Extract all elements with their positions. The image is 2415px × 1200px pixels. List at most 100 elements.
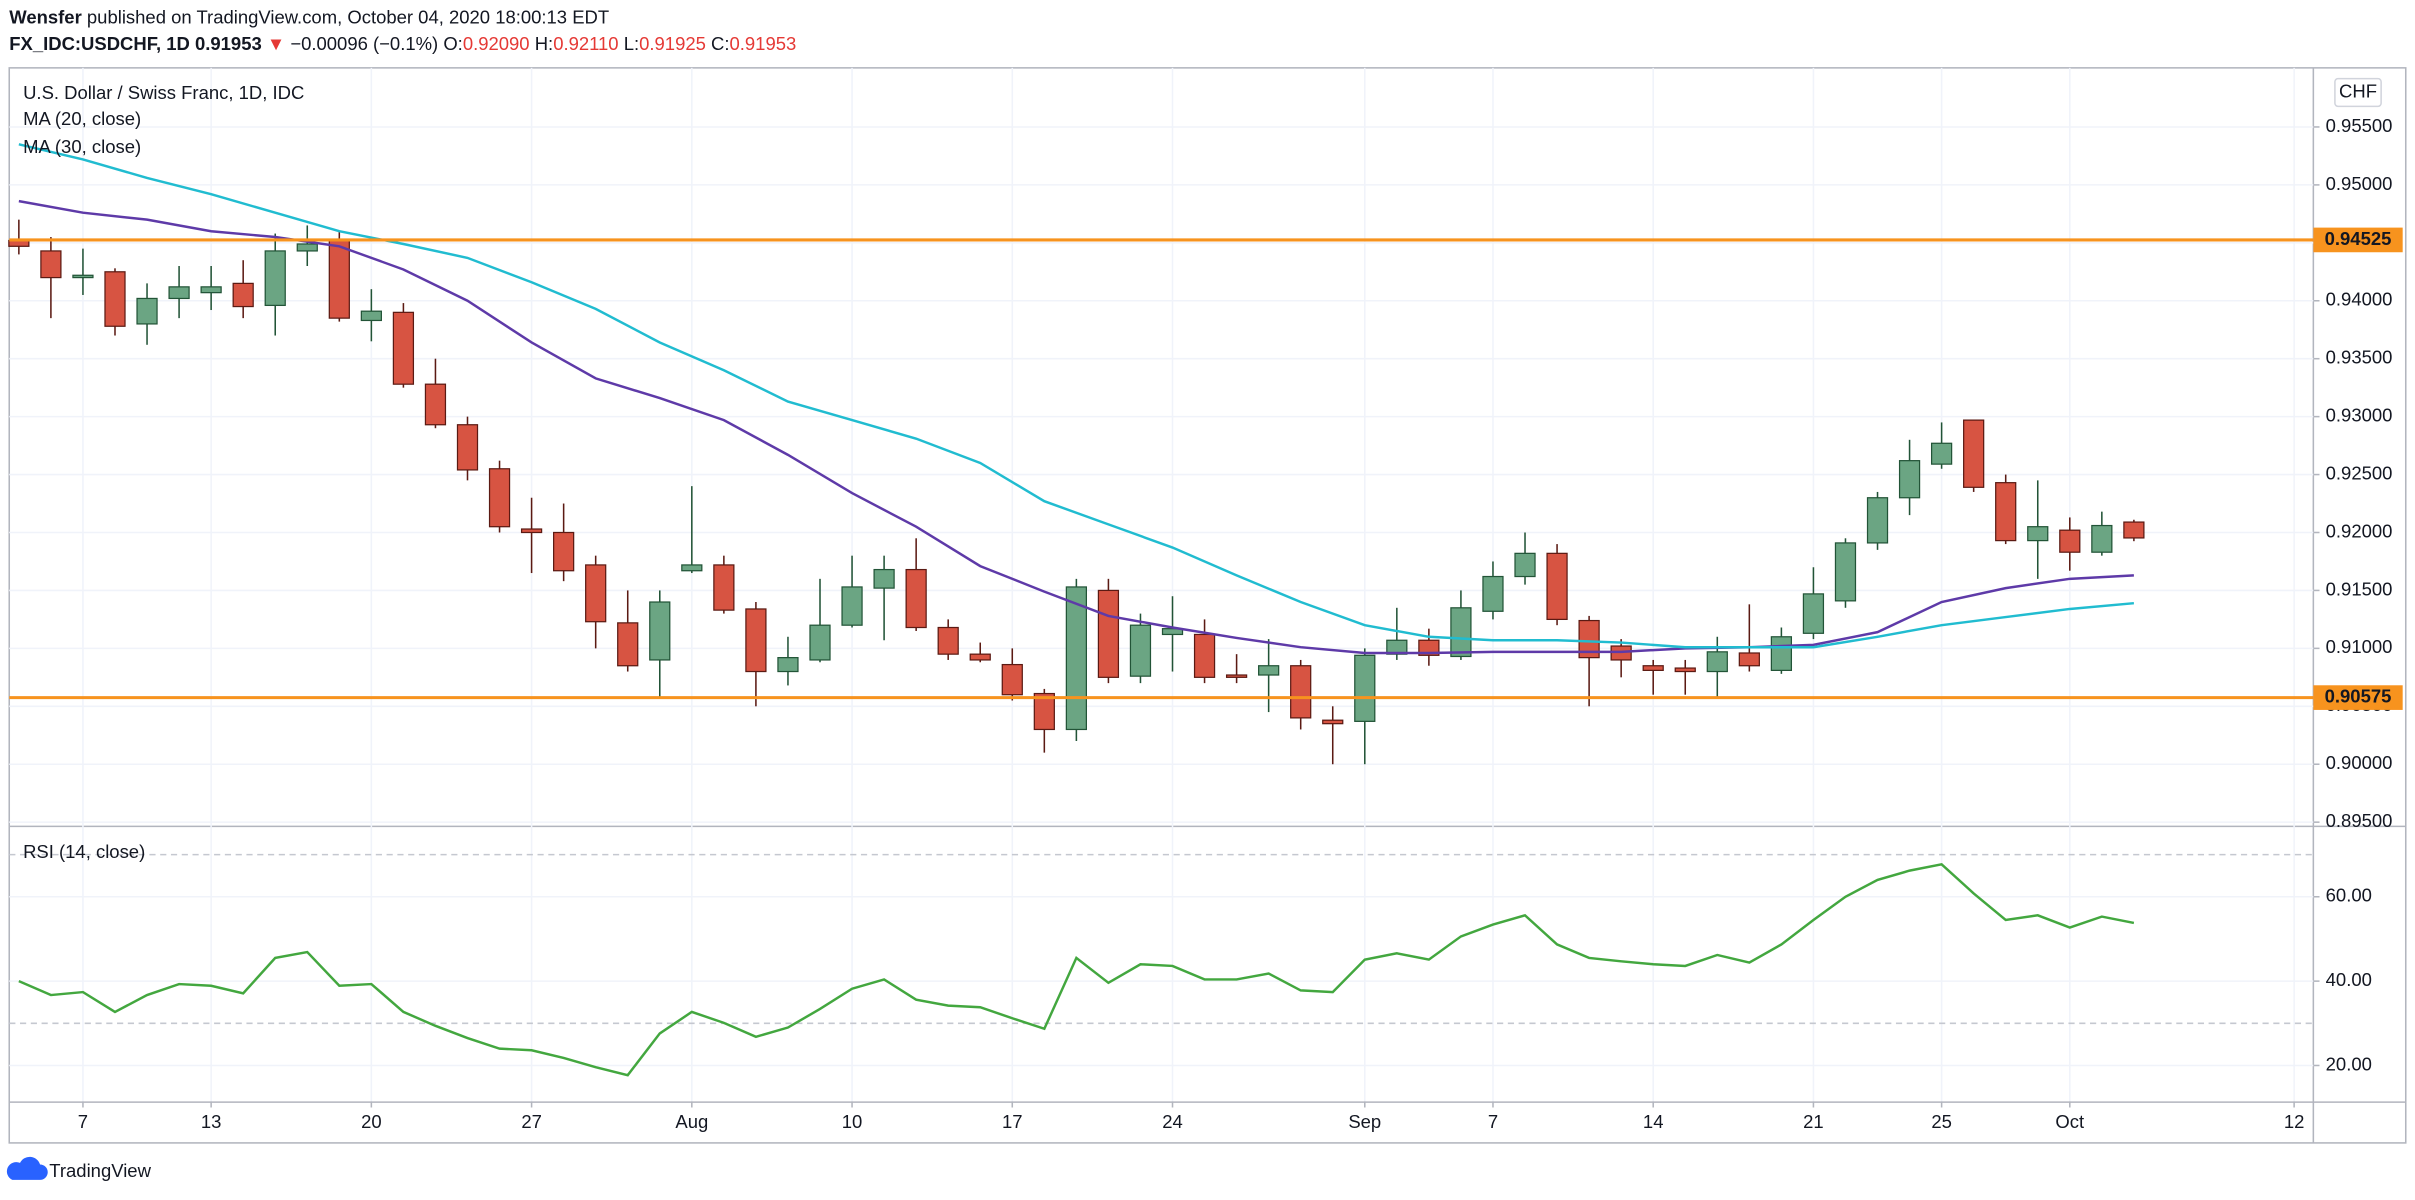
chart-title: U.S. Dollar / Swiss Franc, 1D, IDC: [23, 82, 304, 103]
candle-body: [1225, 674, 1248, 678]
candle-body: [72, 274, 94, 279]
open-label: O:: [443, 33, 463, 54]
candle-body: [456, 424, 479, 471]
last-price: 0.91953: [195, 33, 262, 54]
candle-body: [1578, 619, 1600, 659]
candle-body: [104, 271, 126, 327]
legend-entry: MA (30, close): [23, 136, 141, 157]
candle-body: [168, 286, 190, 300]
candle-body: [1642, 665, 1664, 671]
candle-body: [2027, 526, 2049, 542]
level-label-box: [2313, 227, 2403, 253]
y-tick-label: 0.92000: [2326, 520, 2393, 541]
x-tick-label: 7: [1488, 1111, 1498, 1132]
legend-entry: MA (20, close): [23, 108, 141, 129]
x-tick-label: 20: [361, 1111, 382, 1132]
candle-body: [1097, 589, 1120, 678]
candle-body: [1354, 654, 1376, 722]
candle-body: [296, 243, 318, 252]
y-tick-label: 0.93500: [2326, 347, 2393, 368]
candle-body: [1995, 482, 2017, 542]
candle-body: [1770, 636, 1793, 671]
candle-body: [1802, 593, 1825, 634]
candle-body: [617, 622, 639, 667]
brand-logo: TradingView: [6, 1156, 152, 1181]
candle-body: [1706, 651, 1728, 673]
candle-body: [1482, 575, 1504, 612]
level-label: 0.94525: [2325, 228, 2392, 249]
moving-average-line: [18, 143, 2134, 649]
author: Wensfer: [9, 6, 82, 27]
x-tick-label: 21: [1803, 1111, 1824, 1132]
candle-body: [1290, 665, 1312, 719]
candle-body: [328, 238, 350, 319]
candle-body: [681, 564, 703, 572]
candle-body: [1738, 652, 1760, 667]
candle-body: [1001, 663, 1023, 696]
currency: CHF: [2339, 80, 2377, 101]
labels: U.S. Dollar / Swiss Franc, 1D, IDC RSI (…: [23, 77, 2403, 1132]
x-tick-label: Aug: [675, 1111, 708, 1132]
candle-body: [200, 286, 222, 294]
y-tick-label: 0.95000: [2326, 173, 2393, 194]
symbol-line: FX_IDC:USDCHF, 1D 0.91953 ▼ −0.00096 (−0…: [9, 33, 796, 54]
candle-body: [649, 601, 671, 661]
low-value: 0.91925: [639, 33, 706, 54]
x-tick-label: Sep: [1348, 1111, 1381, 1132]
currency-box: [2334, 77, 2382, 108]
publish-line: Wensfer published on TradingView.com, Oc…: [9, 6, 609, 27]
published: published on TradingView.com, October 04…: [87, 6, 609, 27]
y-tick-label: 0.94000: [2326, 289, 2393, 310]
candle-body: [264, 250, 286, 307]
y-tick-label: 40.00: [2326, 969, 2372, 990]
y-tick-label: 60.00: [2326, 885, 2372, 906]
open-value: 0.92090: [463, 33, 530, 54]
y-tick-label: 0.90000: [2326, 752, 2393, 773]
logo-icon: [6, 1156, 48, 1180]
candle-body: [553, 531, 575, 572]
y-tick-label: 0.89500: [2326, 810, 2393, 831]
candle-body: [713, 564, 735, 611]
candle-body: [969, 653, 991, 661]
candle-body: [1546, 552, 1568, 621]
candle-body: [1866, 497, 1889, 544]
candle-body: [1930, 442, 1953, 465]
candle-body: [937, 626, 959, 655]
x-tick-label: 25: [1931, 1111, 1952, 1132]
y-tick-label: 0.95500: [2326, 115, 2393, 136]
candle-body: [2059, 529, 2081, 553]
candle-body: [520, 528, 543, 534]
symbol: FX_IDC:USDCHF, 1D: [9, 33, 190, 54]
candle-body: [136, 297, 158, 325]
x-tick-label: Oct: [2055, 1111, 2084, 1132]
candle-body: [232, 282, 254, 308]
rsi-title: RSI (14, close): [23, 841, 145, 862]
y-tick-label: 0.91000: [2326, 636, 2393, 657]
candle-body: [1033, 692, 1055, 731]
candle-body: [424, 383, 447, 426]
x-tick-label: 13: [201, 1111, 222, 1132]
change-arrow: ▼: [267, 33, 285, 54]
candle-body: [488, 468, 511, 528]
x-tick-label: 17: [1002, 1111, 1023, 1132]
rsi-line: [18, 862, 2135, 1077]
candle-body: [1450, 607, 1472, 658]
y-tick-label: 0.93000: [2326, 405, 2393, 426]
y-tick-label: 20.00: [2326, 1053, 2372, 1074]
x-tick-label: 24: [1162, 1111, 1183, 1132]
x-tick-label: 27: [521, 1111, 542, 1132]
candle-body: [585, 564, 607, 623]
x-tick-label: 7: [78, 1111, 88, 1132]
candle-body: [2091, 524, 2113, 553]
candle-body: [392, 311, 415, 385]
x-tick-label: 12: [2284, 1111, 2305, 1132]
candle-body: [1418, 639, 1440, 656]
close-value: 0.91953: [730, 33, 797, 54]
candle-body: [2123, 521, 2145, 539]
candle-body: [1065, 586, 1087, 731]
candle-body: [1514, 552, 1536, 578]
candle-body: [1193, 633, 1216, 678]
level-label: 0.90575: [2325, 685, 2392, 706]
